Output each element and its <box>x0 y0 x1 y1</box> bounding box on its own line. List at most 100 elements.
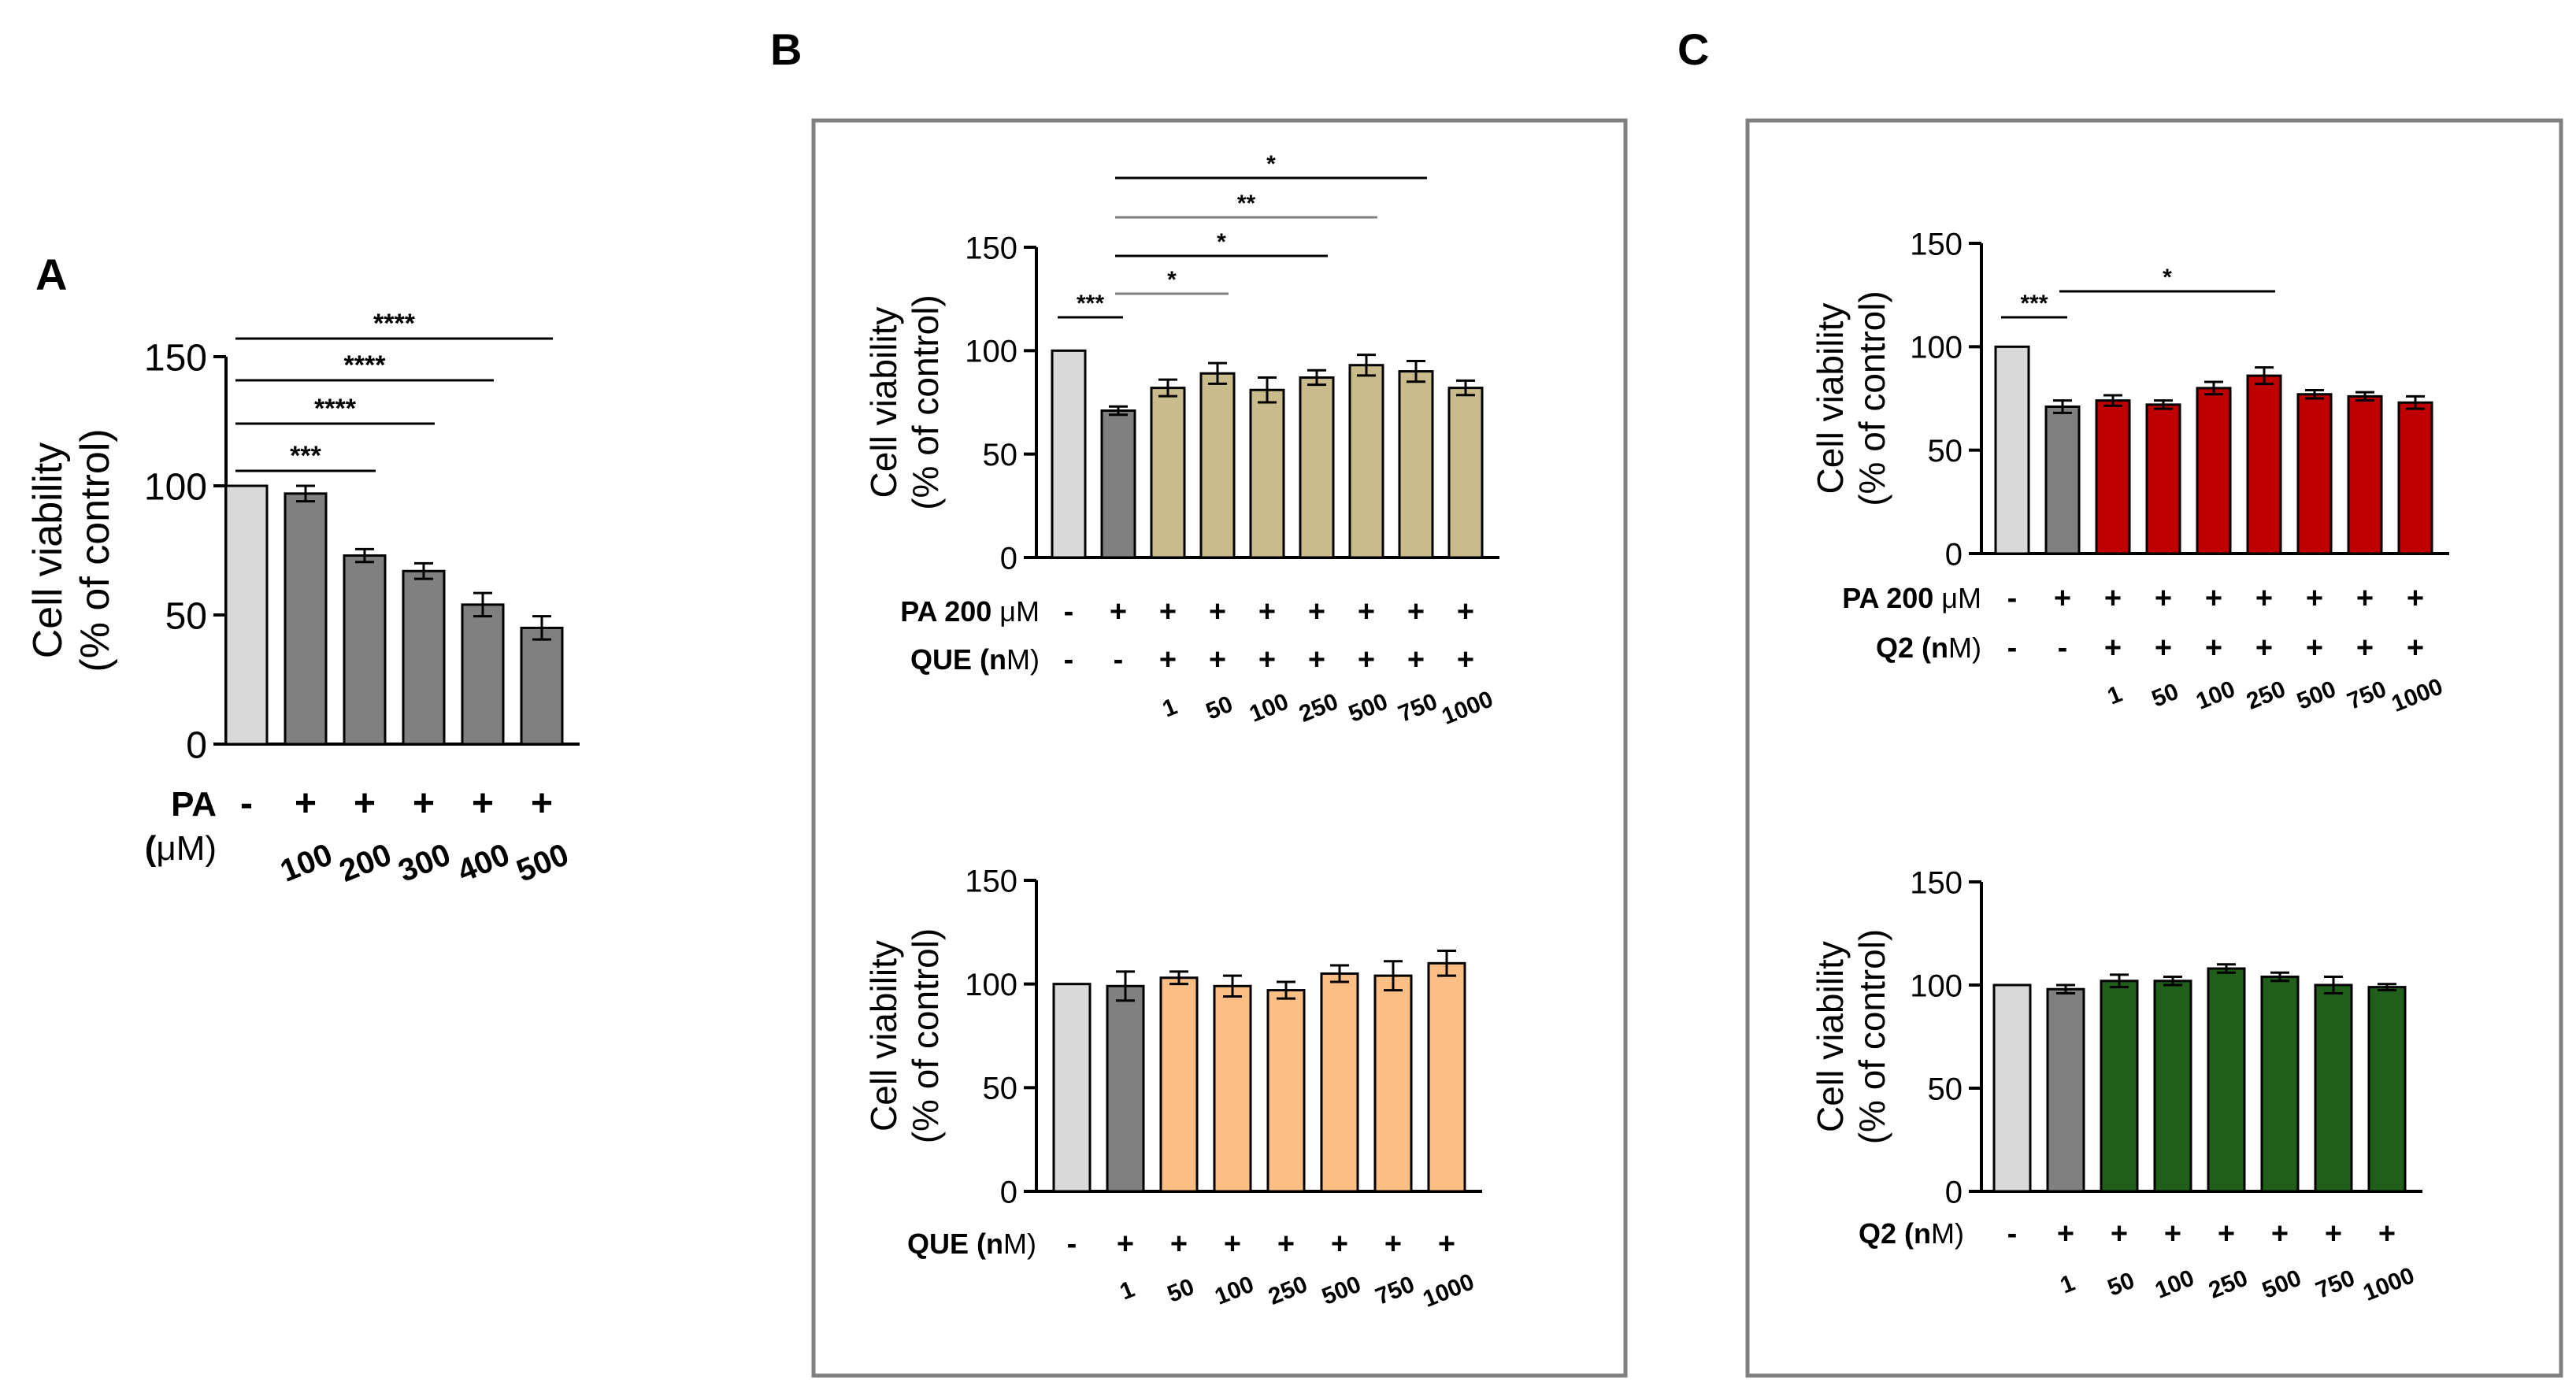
concentration-label: 250 <box>2243 676 2289 715</box>
bar <box>1106 984 1145 1193</box>
row-mark: + <box>1277 1228 1295 1261</box>
row-mark: + <box>2111 1217 2128 1250</box>
y-tick-label: 150 <box>1910 227 1963 261</box>
row-mark: + <box>2255 582 2273 615</box>
row-mark: - <box>240 783 253 824</box>
bar <box>520 626 564 746</box>
row-mark: + <box>2164 1217 2181 1250</box>
concentration-label: 300 <box>394 837 455 889</box>
y-tick-label: 0 <box>186 724 207 766</box>
y-tick-label: 150 <box>965 231 1017 265</box>
bar <box>1249 388 1285 559</box>
concentration-label: 250 <box>2205 1265 2252 1304</box>
y-tick-label: 0 <box>1000 1175 1017 1209</box>
bar <box>2145 403 2181 555</box>
row-mark: + <box>354 783 376 824</box>
row-mark: + <box>2255 631 2273 665</box>
panel-label-b: B <box>770 24 802 74</box>
row-mark: + <box>2155 631 2172 665</box>
panel-label-c: C <box>1677 24 1709 74</box>
row-mark: + <box>2271 1217 2289 1250</box>
y-axis-label: (% of control) <box>1851 291 1892 506</box>
row-mark: + <box>1258 595 1276 628</box>
bar <box>2207 967 2246 1193</box>
concentration-label: 1 <box>2104 681 2126 710</box>
concentration-label: 500 <box>2293 676 2340 715</box>
concentration-label: 500 <box>512 837 573 889</box>
row-mark: - <box>1064 595 1074 628</box>
y-tick-label: 150 <box>1910 865 1963 900</box>
concentration-label: 1 <box>2057 1270 2079 1299</box>
concentration-label: 100 <box>1246 689 1292 728</box>
row-mark: + <box>2378 1217 2396 1250</box>
concentration-label: 750 <box>2312 1265 2359 1304</box>
significance-label: ** <box>1237 191 1256 217</box>
significance-label: *** <box>1077 291 1104 317</box>
bar <box>2367 986 2407 1193</box>
concentration-label: 750 <box>2344 676 2390 715</box>
row-label: PA <box>171 785 217 824</box>
row-mark: - <box>1067 1228 1077 1261</box>
row-mark: + <box>1331 1228 1348 1261</box>
significance-label: * <box>1217 229 1226 255</box>
y-tick-label: 150 <box>144 337 207 379</box>
row-label: Q2 (nM) <box>1859 1217 1964 1250</box>
bar <box>1373 974 1413 1193</box>
bar <box>224 484 269 746</box>
row-mark: + <box>1159 595 1177 628</box>
y-axis-label: (% of control) <box>905 928 946 1144</box>
concentration-label: 750 <box>1372 1272 1418 1310</box>
bar <box>1994 345 2030 555</box>
row-mark: + <box>1457 643 1474 676</box>
row-label: QUE (nM) <box>907 1228 1036 1260</box>
bar <box>402 569 446 746</box>
row-mark: + <box>2205 582 2222 615</box>
y-tick-label: 50 <box>983 438 1018 472</box>
row-mark: + <box>2104 582 2122 615</box>
concentration-label: 200 <box>335 837 396 889</box>
bar <box>1992 983 2032 1193</box>
y-tick-label: 100 <box>144 466 207 508</box>
concentration-label: 400 <box>453 837 514 889</box>
significance-label: *** <box>290 441 321 471</box>
bar <box>1266 989 1306 1193</box>
row-mark: + <box>1407 643 1425 676</box>
concentration-label: 500 <box>1345 689 1392 728</box>
bar <box>461 603 505 746</box>
concentration-label: 50 <box>1164 1274 1198 1308</box>
row-mark: + <box>1170 1228 1188 1261</box>
bar <box>2196 387 2232 555</box>
bar <box>1447 387 1484 559</box>
y-axis-label: Cell viability <box>1810 303 1851 494</box>
row-mark: + <box>1209 595 1226 628</box>
row-mark: - <box>2007 1217 2018 1250</box>
bar <box>1398 370 1434 559</box>
row-mark: + <box>1258 643 1276 676</box>
concentration-label: 1000 <box>1419 1269 1477 1313</box>
significance-label: * <box>2163 265 2172 291</box>
y-tick-label: 100 <box>965 335 1017 369</box>
concentration-label: 500 <box>1318 1272 1365 1310</box>
y-axis-label: Cell viability <box>25 443 71 659</box>
concentration-label: 100 <box>276 837 337 889</box>
row-label: PA 200 μM <box>1842 582 1981 614</box>
row-label: (μM) <box>145 829 217 868</box>
concentration-label: 50 <box>1203 691 1236 725</box>
bar <box>1299 376 1335 559</box>
row-mark: - <box>2007 631 2018 665</box>
row-label: Q2 (nM) <box>1876 631 1981 664</box>
concentration-label: 1 <box>1117 1276 1139 1306</box>
concentration-label: 250 <box>1295 689 1342 728</box>
row-mark: + <box>1308 643 1325 676</box>
concentration-label: 100 <box>2192 676 2239 715</box>
row-mark: + <box>531 783 553 824</box>
concentration-label: 1000 <box>2388 673 2446 717</box>
row-mark: + <box>2104 631 2122 665</box>
y-tick-label: 100 <box>1910 331 1963 365</box>
y-axis-label: Cell viability <box>1810 941 1851 1132</box>
bar <box>2347 394 2383 555</box>
row-mark: + <box>2325 1217 2342 1250</box>
y-axis-label: Cell viability <box>863 307 904 498</box>
